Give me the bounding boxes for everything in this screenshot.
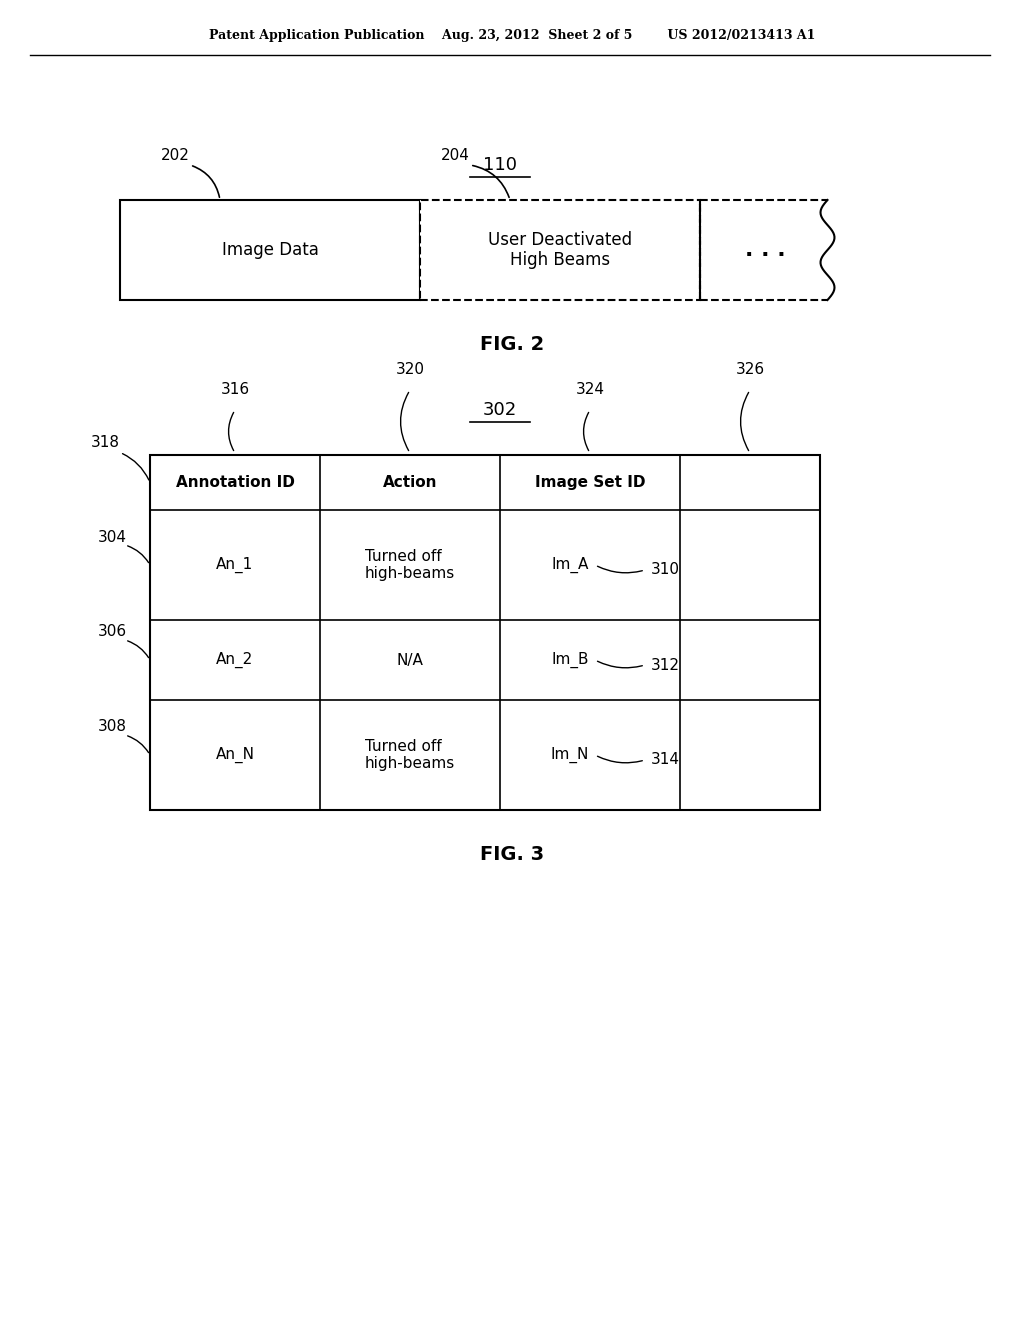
Bar xyxy=(150,455,820,810)
Text: Im_A: Im_A xyxy=(551,557,589,573)
Text: 318: 318 xyxy=(90,436,120,450)
Text: Image Data: Image Data xyxy=(221,242,318,259)
Text: . . .: . . . xyxy=(744,240,785,260)
Text: Turned off
high-beams: Turned off high-beams xyxy=(365,549,455,581)
Text: Annotation ID: Annotation ID xyxy=(175,475,295,490)
Text: 306: 306 xyxy=(97,624,127,639)
Text: 324: 324 xyxy=(575,383,604,397)
FancyBboxPatch shape xyxy=(120,201,420,300)
Text: 110: 110 xyxy=(483,156,517,174)
Text: 314: 314 xyxy=(650,752,680,767)
Text: An_2: An_2 xyxy=(216,652,254,668)
Text: 308: 308 xyxy=(97,719,127,734)
Text: Im_B: Im_B xyxy=(551,652,589,668)
Text: FIG. 2: FIG. 2 xyxy=(480,335,544,355)
Text: 320: 320 xyxy=(395,363,425,378)
Text: Patent Application Publication    Aug. 23, 2012  Sheet 2 of 5        US 2012/021: Patent Application Publication Aug. 23, … xyxy=(209,29,815,41)
Text: Turned off
high-beams: Turned off high-beams xyxy=(365,739,455,771)
Text: 326: 326 xyxy=(735,363,765,378)
Text: An_N: An_N xyxy=(215,747,255,763)
Text: FIG. 3: FIG. 3 xyxy=(480,846,544,865)
Text: User Deactivated
High Beams: User Deactivated High Beams xyxy=(488,231,632,269)
Text: 316: 316 xyxy=(220,383,250,397)
Text: 310: 310 xyxy=(650,562,680,578)
FancyBboxPatch shape xyxy=(420,201,700,300)
Text: Image Set ID: Image Set ID xyxy=(535,475,645,490)
Text: 204: 204 xyxy=(440,148,469,162)
Text: 312: 312 xyxy=(650,657,680,672)
Text: N/A: N/A xyxy=(396,652,424,668)
Text: Action: Action xyxy=(383,475,437,490)
Text: 302: 302 xyxy=(483,401,517,418)
Text: Im_N: Im_N xyxy=(551,747,589,763)
Text: An_1: An_1 xyxy=(216,557,254,573)
Text: 202: 202 xyxy=(161,148,189,162)
Text: 304: 304 xyxy=(97,529,127,544)
